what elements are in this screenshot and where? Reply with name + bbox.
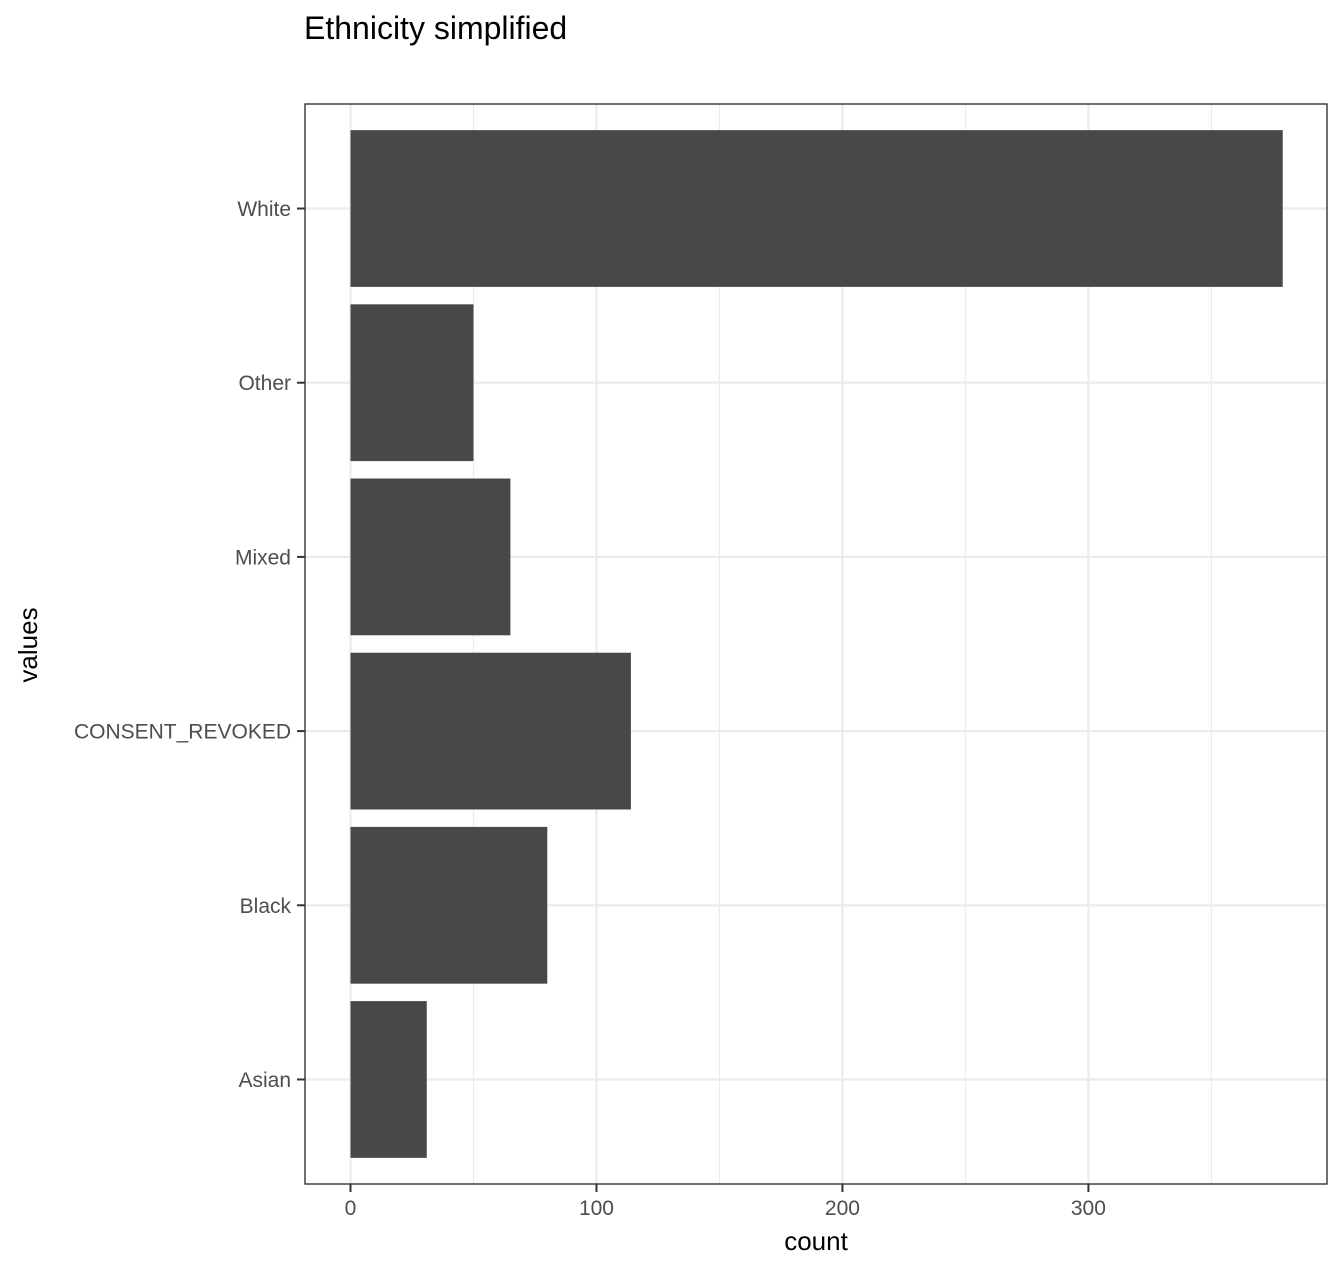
bar-mixed (350, 478, 511, 636)
x-axis-ticks: 0 100 200 300 (345, 1184, 1106, 1220)
x-tick-label: 0 (345, 1197, 357, 1220)
bar-consent-revoked (350, 652, 631, 810)
chart-title: Ethnicity simplified (304, 10, 567, 46)
y-tick-label: Mixed (235, 546, 291, 569)
y-tick-label: Black (240, 895, 292, 918)
bar-black (350, 826, 548, 984)
y-tick-label: Other (238, 372, 291, 395)
y-tick-label: CONSENT_REVOKED (74, 721, 291, 744)
bar-white (350, 130, 1283, 287)
bar-other (350, 304, 474, 462)
y-tick-label: White (237, 198, 291, 221)
bars (350, 130, 1283, 1158)
bar-asian (350, 1001, 427, 1158)
y-axis-title: values (13, 607, 43, 682)
x-axis-title: count (784, 1226, 848, 1256)
x-tick-label: 300 (1071, 1197, 1106, 1220)
y-axis-ticks: White Other Mixed CONSENT_REVOKED Black Asian (74, 198, 305, 1092)
y-tick-label: Asian (238, 1069, 291, 1092)
panel-border (304, 103, 1328, 1185)
x-tick-label: 200 (825, 1197, 860, 1220)
x-tick-label: 100 (579, 1197, 614, 1220)
